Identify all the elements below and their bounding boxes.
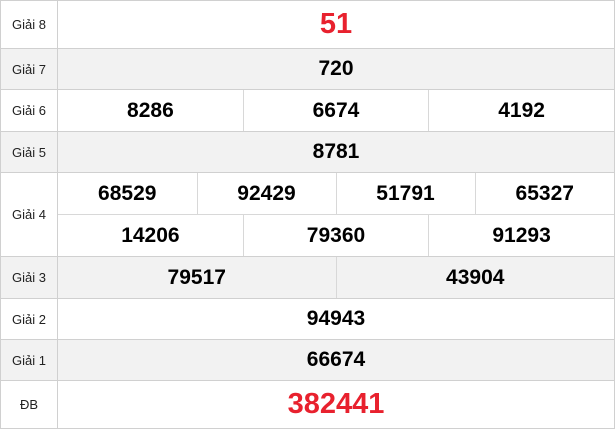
prize-number: 43904	[335, 257, 614, 298]
prize-number: 68529	[98, 181, 157, 205]
prize-label: Giải 8	[0, 0, 58, 49]
prize-number: 51	[57, 0, 615, 49]
prize-number: 6674	[242, 90, 429, 131]
prize-number: 92429	[196, 173, 336, 215]
prize-row-special: ĐB 382441	[0, 380, 615, 429]
prize-row-8: Giải 8 51	[0, 0, 615, 49]
prize-label: Giải 1	[0, 339, 58, 381]
prize-label: Giải 4	[0, 172, 58, 257]
prize-number: 79360	[242, 215, 429, 256]
prize-row-3: Giải 3 79517 43904	[0, 256, 615, 299]
prize-label: Giải 3	[0, 256, 58, 299]
prize-row-6: Giải 6 8286 6674 4192	[0, 89, 615, 132]
prize-row-7: Giải 7 720	[0, 48, 615, 90]
prize-row-5: Giải 5 8781	[0, 131, 615, 173]
prize-label: Giải 5	[0, 131, 58, 173]
prize-number: 66674	[57, 339, 615, 381]
prize-number: 51791	[335, 173, 475, 215]
prize-number: 4192	[428, 90, 614, 131]
prize-number: 79517	[58, 257, 336, 298]
prize-label: Giải 6	[0, 89, 58, 132]
prize-label: ĐB	[0, 380, 58, 429]
prize-row-2: Giải 2 94943	[0, 298, 615, 340]
prize-row-4: Giải 4 68529 92429 51791 65327 14206 793…	[0, 172, 615, 257]
prize-number: 8286	[127, 98, 174, 122]
prize-row-1: Giải 1 66674	[0, 339, 615, 381]
prize-number-special: 382441	[57, 380, 615, 429]
prize-number: 65327	[474, 173, 614, 215]
prize-number: 94943	[57, 298, 615, 340]
prize-label: Giải 2	[0, 298, 58, 340]
prize-label: Giải 7	[0, 48, 58, 90]
prize-number: 8781	[57, 131, 615, 173]
prize-number: 14206	[121, 223, 180, 247]
prize-number: 720	[57, 48, 615, 90]
prize-number: 91293	[428, 215, 614, 256]
